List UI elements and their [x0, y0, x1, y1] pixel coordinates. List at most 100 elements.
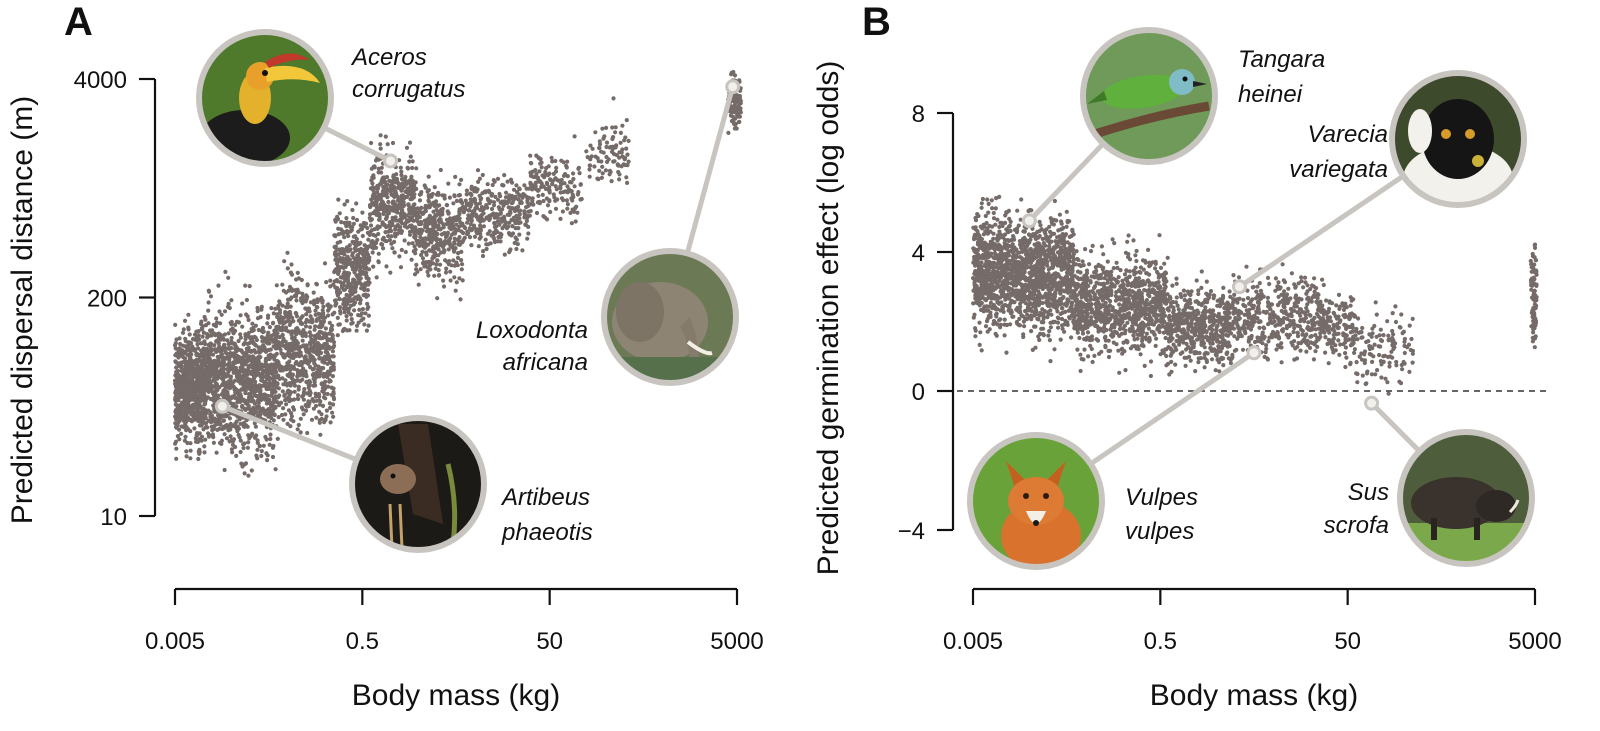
data-point — [317, 356, 322, 361]
data-point — [410, 165, 415, 171]
data-point — [478, 214, 483, 219]
data-point — [393, 218, 399, 223]
data-point — [466, 208, 471, 213]
data-point — [1052, 198, 1057, 204]
data-point — [390, 246, 395, 251]
data-point — [198, 377, 204, 382]
data-point — [188, 407, 193, 413]
data-point — [412, 244, 417, 249]
data-point — [331, 386, 336, 391]
data-point — [210, 432, 216, 437]
data-point — [621, 162, 626, 167]
data-point — [568, 210, 573, 215]
data-point — [296, 369, 301, 374]
data-point — [384, 186, 389, 191]
data-point — [390, 215, 395, 220]
data-point — [331, 391, 336, 396]
data-point — [504, 190, 509, 195]
data-point — [185, 401, 190, 406]
data-point — [253, 357, 258, 362]
data-point — [1048, 320, 1053, 325]
data-point — [253, 323, 258, 328]
data-point — [307, 378, 312, 384]
data-point — [187, 381, 192, 386]
data-point — [269, 362, 274, 367]
data-point — [344, 318, 349, 323]
species-name-epithet: phaeotis — [501, 519, 593, 546]
data-point — [252, 435, 258, 440]
data-point — [384, 182, 389, 187]
data-point — [203, 377, 208, 382]
data-point — [430, 228, 435, 234]
data-point — [337, 265, 342, 271]
data-point — [315, 373, 321, 379]
data-point — [413, 225, 418, 230]
data-point — [183, 363, 188, 368]
data-point — [368, 218, 373, 223]
data-point — [374, 212, 379, 217]
data-point — [298, 379, 303, 384]
data-point — [503, 222, 508, 227]
data-point — [559, 196, 565, 201]
data-point — [244, 297, 249, 303]
data-point — [285, 421, 290, 426]
data-point — [335, 279, 340, 284]
data-point — [243, 368, 248, 373]
data-point — [315, 299, 320, 305]
data-point — [221, 425, 226, 430]
data-point — [213, 347, 218, 352]
data-point — [330, 410, 335, 415]
data-point — [522, 183, 527, 188]
data-point — [465, 220, 470, 225]
data-point — [333, 302, 338, 307]
data-point — [246, 440, 251, 445]
data-point — [255, 305, 260, 311]
data-point — [435, 237, 440, 242]
data-point — [289, 342, 294, 347]
data-point — [324, 341, 329, 346]
data-point — [255, 447, 260, 452]
data-point — [211, 360, 216, 365]
data-point — [538, 161, 543, 166]
data-point — [229, 335, 234, 341]
data-point — [201, 427, 206, 432]
data-point — [196, 387, 201, 392]
data-point — [298, 321, 303, 326]
data-point — [338, 258, 343, 263]
data-point — [448, 269, 453, 274]
data-point — [481, 224, 486, 229]
data-point — [399, 247, 404, 253]
data-point — [198, 382, 203, 387]
data-point — [336, 232, 341, 237]
data-point — [553, 184, 558, 189]
data-point — [592, 164, 597, 169]
data-point — [364, 328, 369, 333]
data-point — [178, 374, 183, 379]
data-point — [324, 280, 329, 285]
data-point — [610, 146, 616, 151]
data-point — [340, 229, 345, 234]
data-point — [179, 431, 184, 436]
data-point — [372, 243, 377, 248]
data-point — [195, 334, 200, 339]
data-point — [458, 220, 463, 225]
data-point — [229, 437, 234, 443]
data-point — [298, 430, 303, 435]
data-point — [173, 424, 179, 430]
data-point — [203, 317, 208, 322]
data-point — [260, 325, 266, 331]
data-point — [496, 205, 501, 210]
data-point — [274, 342, 279, 347]
data-point — [573, 219, 578, 224]
data-point — [327, 320, 332, 325]
data-point — [255, 369, 260, 374]
data-point — [384, 264, 389, 269]
data-point — [496, 212, 501, 217]
data-point — [433, 253, 439, 258]
data-point — [417, 192, 422, 197]
data-point — [471, 225, 477, 230]
data-point — [315, 340, 320, 346]
data-point — [352, 256, 357, 261]
data-point — [558, 186, 563, 191]
data-point — [194, 368, 199, 373]
